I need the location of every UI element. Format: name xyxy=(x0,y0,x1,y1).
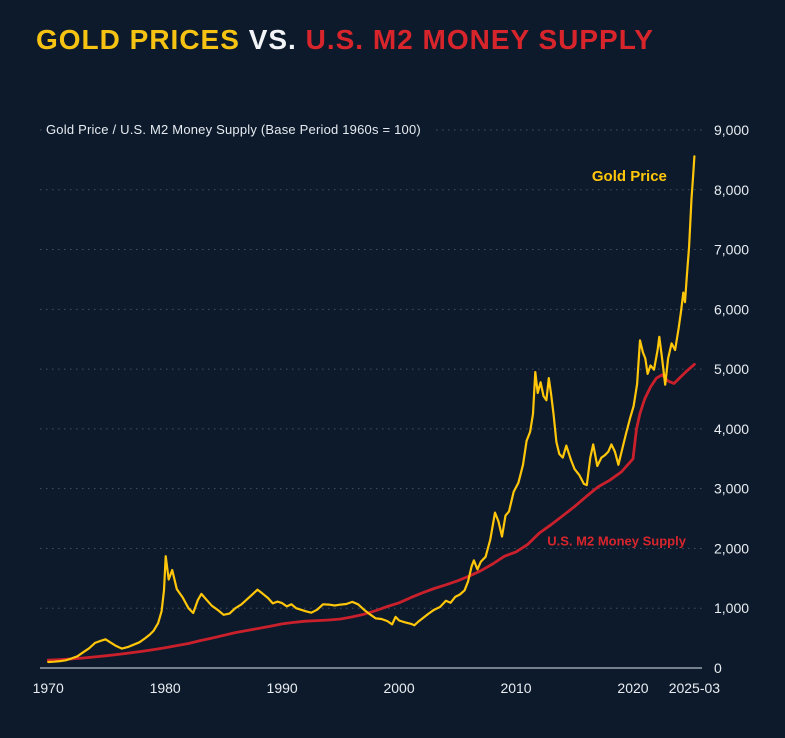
y-tick-label: 3,000 xyxy=(714,481,749,497)
y-tick-label: 8,000 xyxy=(714,182,749,198)
m2-series-line xyxy=(46,362,696,662)
y-tick-label: 7,000 xyxy=(714,242,749,258)
title-m2-money-supply: U.S. M2 MONEY SUPPLY xyxy=(305,24,654,55)
title-gold-prices: GOLD PRICES xyxy=(36,24,240,55)
x-tick-label: 1980 xyxy=(150,680,181,696)
x-tick-label: 1990 xyxy=(267,680,298,696)
x-tick-label: 2020 xyxy=(617,680,648,696)
y-tick-label: 6,000 xyxy=(714,301,749,317)
x-tick-label: 1970 xyxy=(33,680,64,696)
y-tick-label: 9,000 xyxy=(714,122,749,138)
chart-subtitle: Gold Price / U.S. M2 Money Supply (Base … xyxy=(46,122,433,138)
x-tick-label: 2010 xyxy=(500,680,531,696)
y-tick-label: 1,000 xyxy=(714,600,749,616)
title-vs: VS. xyxy=(239,24,306,55)
y-tick-label: 5,000 xyxy=(714,361,749,377)
page-title: GOLD PRICES VS. U.S. M2 MONEY SUPPLY xyxy=(36,24,654,56)
y-tick-label: 2,000 xyxy=(714,540,749,556)
gold-price-label: Gold Price xyxy=(592,168,667,185)
m2-money-supply-label: U.S. M2 Money Supply xyxy=(547,533,686,548)
x-tick-label: 2000 xyxy=(383,680,414,696)
y-tick-label: 0 xyxy=(714,660,722,676)
x-tick-label: 2025-03 xyxy=(669,680,721,696)
gold-series-line xyxy=(47,155,696,664)
y-tick-label: 4,000 xyxy=(714,421,749,437)
